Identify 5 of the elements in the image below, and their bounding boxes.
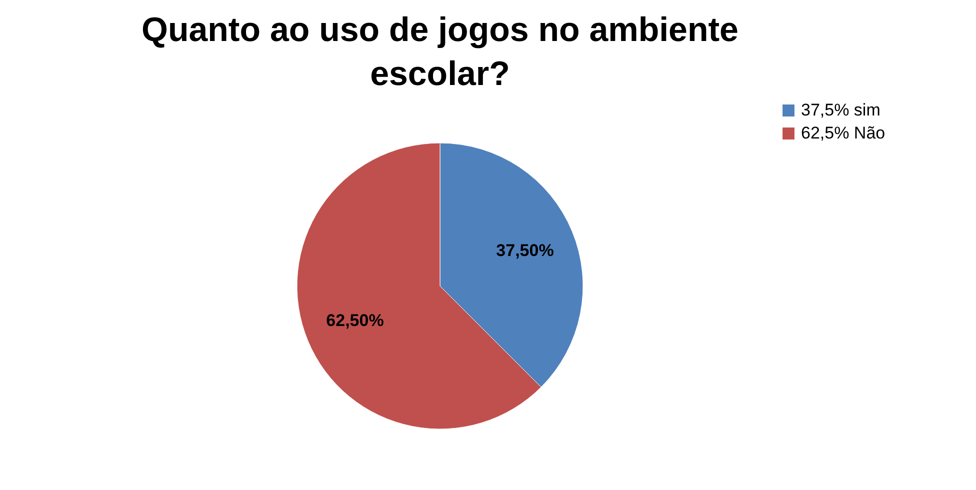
chart-title: Quanto ao uso de jogos no ambiente escolar? [142, 11, 738, 93]
legend-label: 62,5% Não [801, 124, 886, 142]
data-label: 37,50% [496, 240, 554, 260]
data-label: 62,50% [326, 311, 384, 330]
legend-label: 37,5% sim [801, 100, 880, 120]
